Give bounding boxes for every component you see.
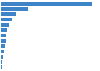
Bar	[1, 49, 4, 53]
Bar	[1, 7, 28, 11]
Bar	[1, 23, 9, 27]
Bar	[1, 18, 12, 22]
Bar	[1, 65, 2, 69]
Bar	[1, 28, 7, 32]
Bar	[1, 44, 5, 48]
Bar	[1, 34, 6, 37]
Bar	[1, 2, 92, 6]
Bar	[1, 12, 16, 16]
Bar	[1, 55, 3, 59]
Bar	[1, 60, 2, 64]
Bar	[1, 39, 6, 43]
